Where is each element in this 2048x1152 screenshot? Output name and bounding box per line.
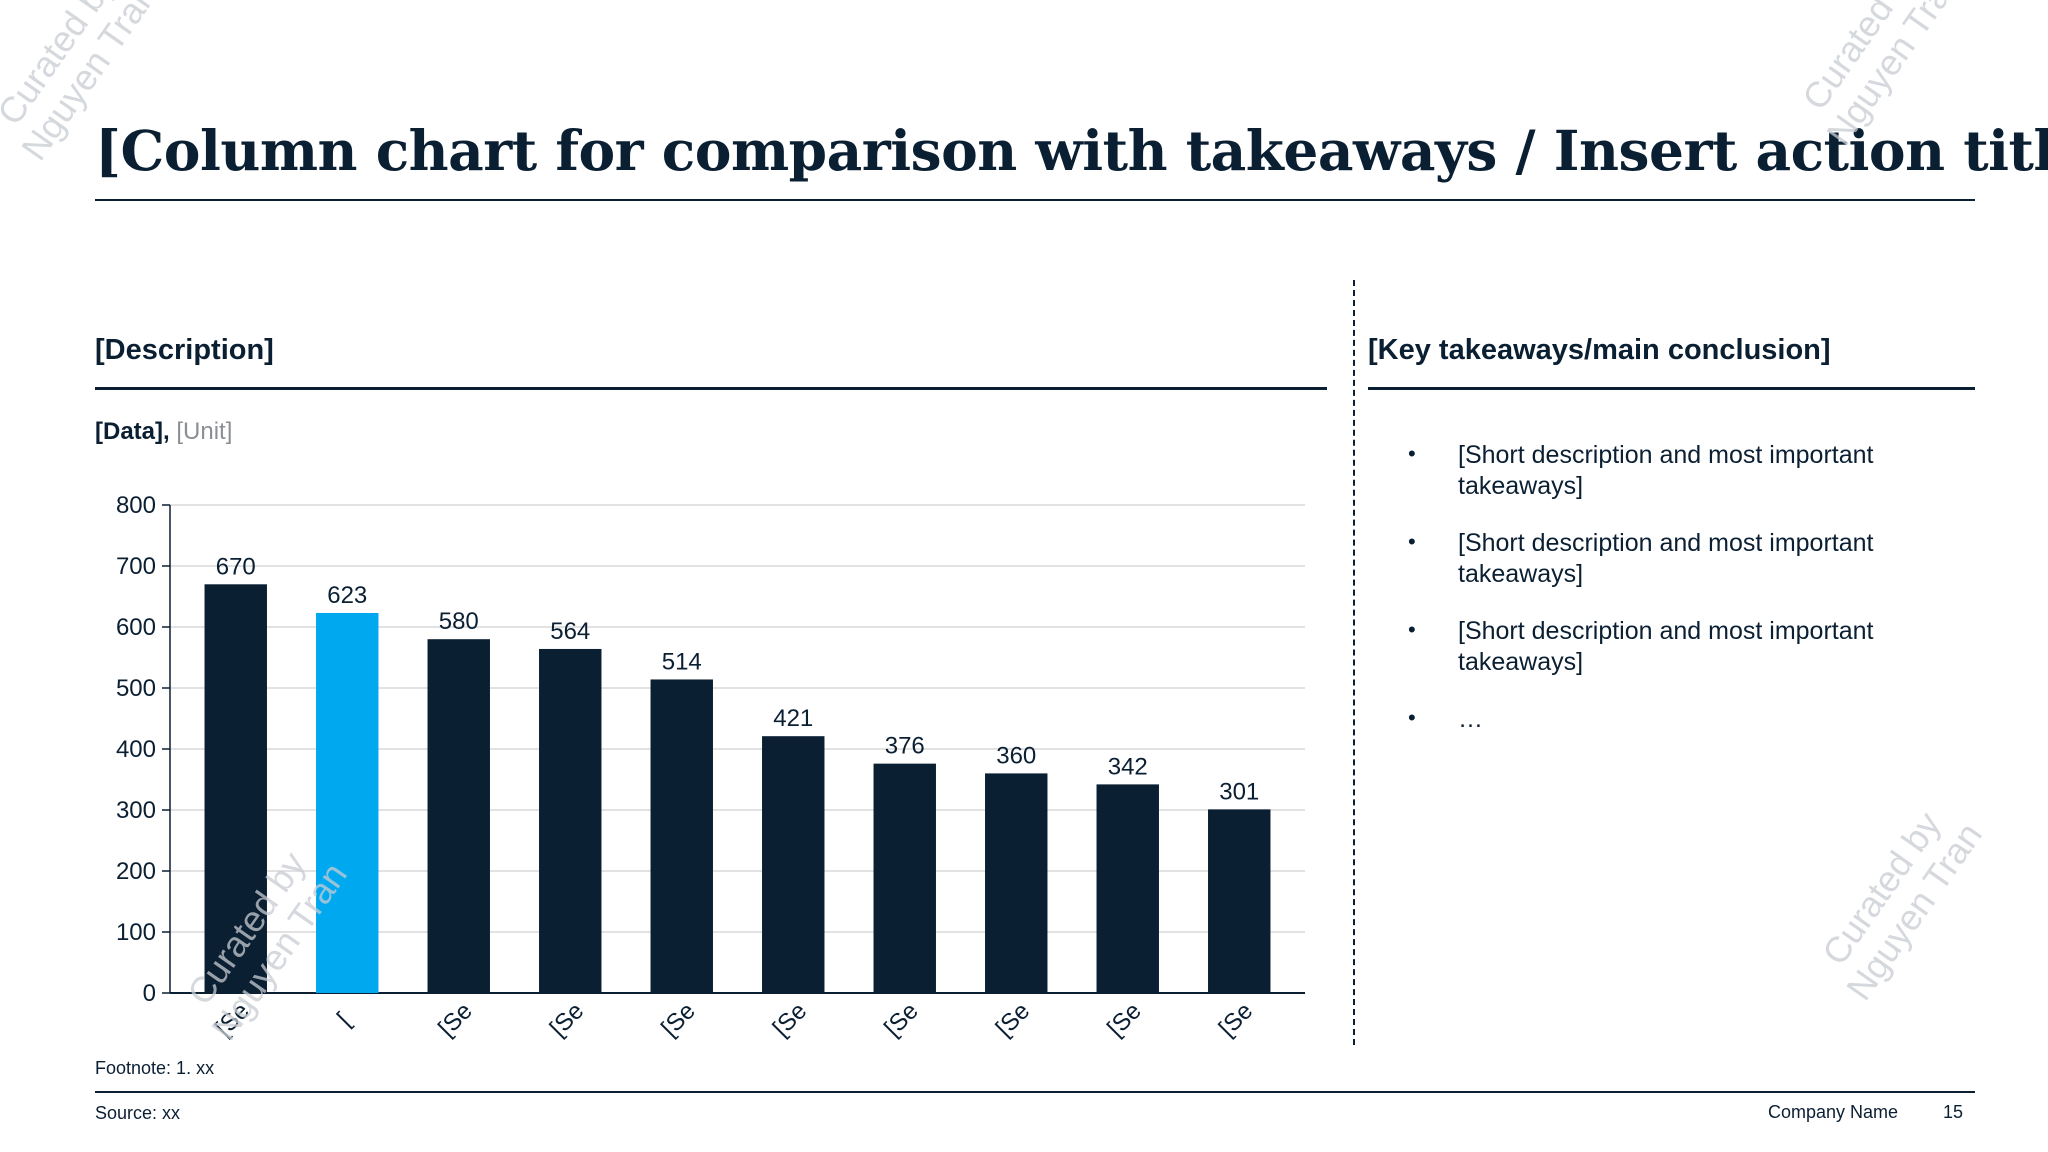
x-tick-label: [Se bbox=[768, 997, 813, 1042]
data-label: 623 bbox=[327, 582, 367, 609]
takeaway-item: •… bbox=[1408, 704, 1928, 735]
x-tick-label: [Se bbox=[1214, 997, 1259, 1042]
takeaway-item: • [Short description and most important t… bbox=[1408, 616, 1928, 678]
bullet-icon: • bbox=[1408, 705, 1416, 730]
section-divider bbox=[1353, 280, 1355, 1045]
watermark: Curated by Nguyen Tran bbox=[1806, 793, 1990, 1008]
footnote: Footnote: 1. xx bbox=[95, 1058, 215, 1078]
y-tick-label: 300 bbox=[116, 797, 156, 824]
data-label: 580 bbox=[439, 608, 479, 635]
y-tick-label: 500 bbox=[116, 675, 156, 702]
bar bbox=[316, 612, 379, 993]
bar bbox=[427, 639, 490, 993]
data-label: 514 bbox=[662, 648, 702, 675]
data-label: 301 bbox=[1219, 778, 1259, 805]
y-tick-label: 700 bbox=[116, 553, 156, 580]
company-name: Company Name bbox=[1768, 1102, 1899, 1122]
data-label: 670 bbox=[216, 553, 256, 580]
bar bbox=[1096, 784, 1159, 993]
takeaway-item: • [Short description and most important t… bbox=[1408, 528, 1928, 590]
bar bbox=[1208, 809, 1271, 993]
data-label: 564 bbox=[550, 618, 590, 645]
bar bbox=[539, 648, 602, 993]
bar bbox=[985, 773, 1048, 993]
page-number: 15 bbox=[1943, 1102, 1964, 1122]
y-tick-label: 200 bbox=[116, 858, 156, 885]
watermark-line: Curated by bbox=[1793, 0, 1929, 118]
y-tick-label: 0 bbox=[143, 980, 156, 1007]
bar bbox=[873, 763, 936, 993]
x-tick-label: [Se bbox=[433, 997, 478, 1042]
bar bbox=[650, 679, 713, 993]
page-title: [Column chart for comparison with takeaw… bbox=[95, 118, 2048, 183]
takeaway-text: [Short description and most important ta… bbox=[1458, 441, 1874, 500]
data-label: 360 bbox=[996, 742, 1036, 769]
bullet-icon: • bbox=[1408, 617, 1416, 642]
data-label: 376 bbox=[885, 733, 925, 760]
data-label: 342 bbox=[1108, 753, 1148, 780]
takeaway-item: • [Short description and most important t… bbox=[1408, 440, 1928, 502]
x-tick-label: [Se bbox=[656, 997, 701, 1042]
data-label: 421 bbox=[773, 705, 813, 732]
watermark-line: Curated by bbox=[1813, 804, 1949, 973]
y-tick-label: 400 bbox=[116, 736, 156, 763]
y-tick-label: 100 bbox=[116, 919, 156, 946]
title-divider bbox=[95, 199, 1975, 201]
x-tick-label: [ bbox=[332, 1008, 356, 1032]
x-tick-label: [Se bbox=[210, 997, 255, 1042]
y-tick-label: 800 bbox=[116, 492, 156, 519]
description-rule bbox=[95, 387, 1327, 390]
source-note: Source: xx bbox=[95, 1103, 181, 1123]
watermark-line: Nguyen Tran bbox=[1838, 815, 1990, 1008]
bar bbox=[204, 584, 267, 993]
column-chart: 0 100 200 300 400 500 600 700 800 670 [Se 623 [580 [S… bbox=[116, 492, 1305, 1042]
takeaway-text: [Short description and most important ta… bbox=[1458, 617, 1874, 676]
takeaway-text: [Short description and most important ta… bbox=[1458, 529, 1874, 588]
x-tick-label: [Se bbox=[879, 997, 924, 1042]
bar bbox=[762, 736, 825, 993]
description-heading: [Description] bbox=[95, 334, 274, 366]
takeaways-heading: [Key takeaways/main conclusion] bbox=[1368, 334, 1831, 366]
data-unit-label: [Data], [Unit] bbox=[95, 418, 232, 446]
bullet-icon: • bbox=[1408, 441, 1416, 466]
x-tick-label: [Se bbox=[545, 997, 590, 1042]
x-tick-label: [Se bbox=[991, 997, 1036, 1042]
footer-divider bbox=[95, 1091, 1975, 1093]
unit-label: [Unit] bbox=[176, 418, 233, 445]
takeaway-text: … bbox=[1458, 705, 1483, 733]
takeaways-list: • [Short description and most important t… bbox=[1408, 440, 1928, 761]
x-tick-label: [Se bbox=[1102, 997, 1147, 1042]
data-label: [Data], bbox=[95, 418, 170, 445]
bullet-icon: • bbox=[1408, 529, 1416, 554]
y-tick-label: 600 bbox=[116, 614, 156, 641]
takeaways-rule bbox=[1368, 387, 1975, 390]
